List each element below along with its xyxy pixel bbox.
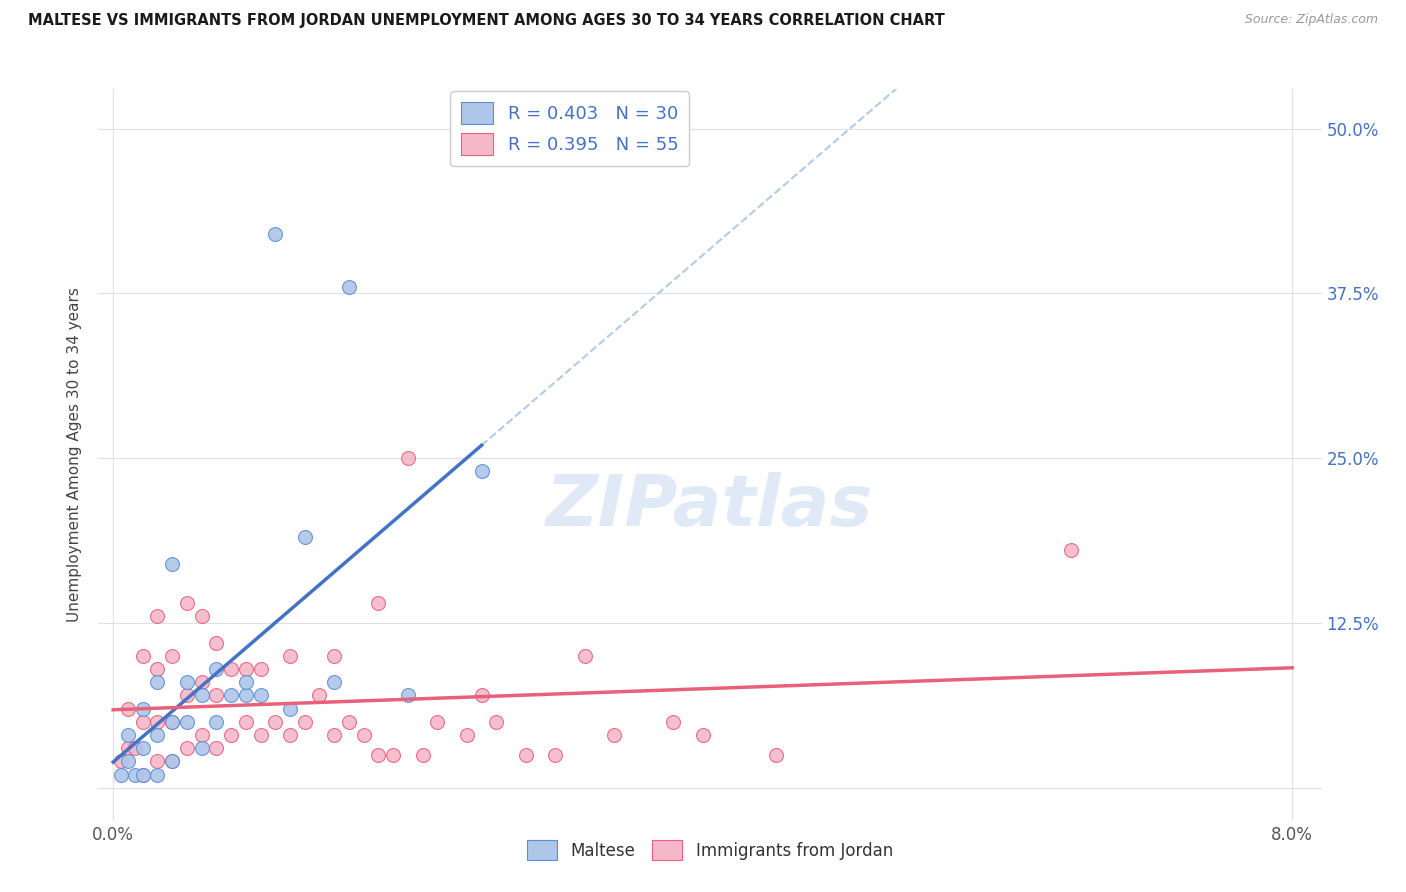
Point <box>190 741 212 756</box>
Point <box>146 609 169 624</box>
Point <box>294 714 316 729</box>
Point <box>396 451 419 466</box>
Point <box>160 714 183 729</box>
Point <box>264 227 287 242</box>
Point <box>190 728 212 742</box>
Point <box>353 728 375 742</box>
Point <box>396 689 419 703</box>
Point <box>205 714 228 729</box>
Point <box>485 714 508 729</box>
Point <box>160 755 183 769</box>
Point <box>278 701 301 715</box>
Point <box>574 648 596 663</box>
Point <box>131 741 153 756</box>
Point <box>190 689 212 703</box>
Text: Source: ZipAtlas.com: Source: ZipAtlas.com <box>1244 13 1378 27</box>
Point <box>131 714 153 729</box>
Point <box>367 596 389 610</box>
Point <box>176 675 198 690</box>
Point <box>146 767 169 781</box>
Point <box>205 689 228 703</box>
Point <box>249 728 271 742</box>
Point <box>146 675 169 690</box>
Point <box>294 530 316 544</box>
Point <box>426 714 449 729</box>
Point <box>176 714 198 729</box>
Point <box>205 741 228 756</box>
Point <box>235 714 257 729</box>
Point <box>235 689 257 703</box>
Point <box>249 662 271 676</box>
Point <box>308 689 330 703</box>
Point <box>205 636 228 650</box>
Point <box>235 662 257 676</box>
Point <box>249 689 271 703</box>
Point <box>117 728 139 742</box>
Point <box>190 609 212 624</box>
Point <box>117 741 139 756</box>
Point <box>219 662 242 676</box>
Point <box>412 747 434 762</box>
Point <box>323 728 346 742</box>
Point <box>323 648 346 663</box>
Point <box>603 728 626 742</box>
Point <box>278 728 301 742</box>
Point <box>515 747 537 762</box>
Point <box>323 675 346 690</box>
Point <box>110 755 132 769</box>
Point <box>146 662 169 676</box>
Point <box>176 596 198 610</box>
Point <box>190 675 212 690</box>
Point <box>205 662 228 676</box>
Point <box>278 648 301 663</box>
Y-axis label: Unemployment Among Ages 30 to 34 years: Unemployment Among Ages 30 to 34 years <box>67 287 83 623</box>
Point <box>264 714 287 729</box>
Point <box>146 728 169 742</box>
Point <box>160 755 183 769</box>
Point <box>124 767 146 781</box>
Point <box>337 280 360 294</box>
Point <box>131 701 153 715</box>
Point <box>765 747 787 762</box>
Point <box>544 747 567 762</box>
Point <box>382 747 405 762</box>
Point <box>146 714 169 729</box>
Point <box>117 755 139 769</box>
Point <box>471 689 494 703</box>
Point <box>124 741 146 756</box>
Point <box>1060 543 1083 558</box>
Point <box>131 767 153 781</box>
Point <box>219 728 242 742</box>
Point <box>131 648 153 663</box>
Point <box>160 714 183 729</box>
Point <box>235 675 257 690</box>
Text: ZIPatlas: ZIPatlas <box>547 472 873 541</box>
Point <box>176 689 198 703</box>
Point <box>662 714 685 729</box>
Point <box>131 767 153 781</box>
Legend: Maltese, Immigrants from Jordan: Maltese, Immigrants from Jordan <box>520 833 900 867</box>
Point <box>176 741 198 756</box>
Point <box>219 689 242 703</box>
Point <box>160 557 183 571</box>
Point <box>692 728 714 742</box>
Point <box>456 728 478 742</box>
Point <box>160 648 183 663</box>
Text: MALTESE VS IMMIGRANTS FROM JORDAN UNEMPLOYMENT AMONG AGES 30 TO 34 YEARS CORRELA: MALTESE VS IMMIGRANTS FROM JORDAN UNEMPL… <box>28 13 945 29</box>
Point <box>367 747 389 762</box>
Point <box>117 701 139 715</box>
Point <box>110 767 132 781</box>
Point <box>146 755 169 769</box>
Point <box>337 714 360 729</box>
Point <box>471 464 494 478</box>
